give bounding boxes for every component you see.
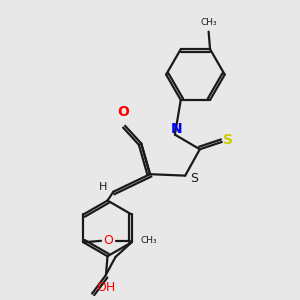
Text: S: S xyxy=(223,134,233,148)
Text: CH₃: CH₃ xyxy=(140,236,157,245)
Text: CH₃: CH₃ xyxy=(200,18,217,27)
Text: OH: OH xyxy=(96,281,116,294)
Text: O: O xyxy=(103,234,113,247)
Text: H: H xyxy=(99,182,107,192)
Text: N: N xyxy=(171,122,182,136)
Text: O: O xyxy=(118,105,130,119)
Text: S: S xyxy=(190,172,198,185)
